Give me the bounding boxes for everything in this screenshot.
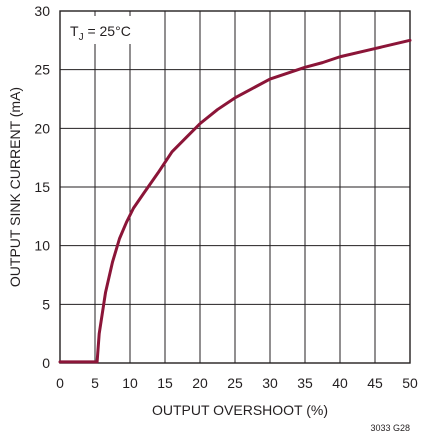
y-tick-labels: 0 5 10 15 20 25 30 xyxy=(34,3,50,371)
temperature-annotation: TJ = 25°C xyxy=(70,23,131,43)
y-tick-label: 30 xyxy=(34,3,50,19)
plot-frame xyxy=(59,10,411,364)
y-tick-label: 25 xyxy=(34,62,50,78)
x-tick-label: 25 xyxy=(227,375,243,391)
annotation-subscript: J xyxy=(79,32,84,43)
x-tick-label: 30 xyxy=(262,375,278,391)
x-tick-label: 10 xyxy=(122,375,138,391)
y-axis-label: OUTPUT SINK CURRENT (mA) xyxy=(7,87,23,287)
annotation-background xyxy=(63,16,151,44)
annotation-prefix: T xyxy=(70,23,79,39)
x-tick-label: 50 xyxy=(402,375,418,391)
x-tick-label: 5 xyxy=(91,375,99,391)
y-tick-label: 0 xyxy=(42,355,50,371)
x-tick-labels: 0 5 10 15 20 25 30 35 40 45 50 xyxy=(56,375,418,391)
x-tick-label: 35 xyxy=(297,375,313,391)
x-axis-label: OUTPUT OVERSHOOT (%) xyxy=(152,402,328,418)
x-tick-label: 20 xyxy=(192,375,208,391)
figure-id: 3033 G28 xyxy=(370,423,410,433)
x-tick-label: 0 xyxy=(56,375,64,391)
y-tick-label: 15 xyxy=(34,179,50,195)
grid xyxy=(60,11,410,363)
y-tick-label: 10 xyxy=(34,238,50,254)
y-tick-label: 20 xyxy=(34,120,50,136)
x-tick-label: 15 xyxy=(157,375,173,391)
y-tick-label: 5 xyxy=(42,296,50,312)
annotation-suffix: = 25°C xyxy=(84,23,131,39)
x-tick-label: 40 xyxy=(332,375,348,391)
series-line xyxy=(58,38,412,364)
annotation-box: TJ = 25°C xyxy=(63,16,151,44)
x-tick-label: 45 xyxy=(367,375,383,391)
